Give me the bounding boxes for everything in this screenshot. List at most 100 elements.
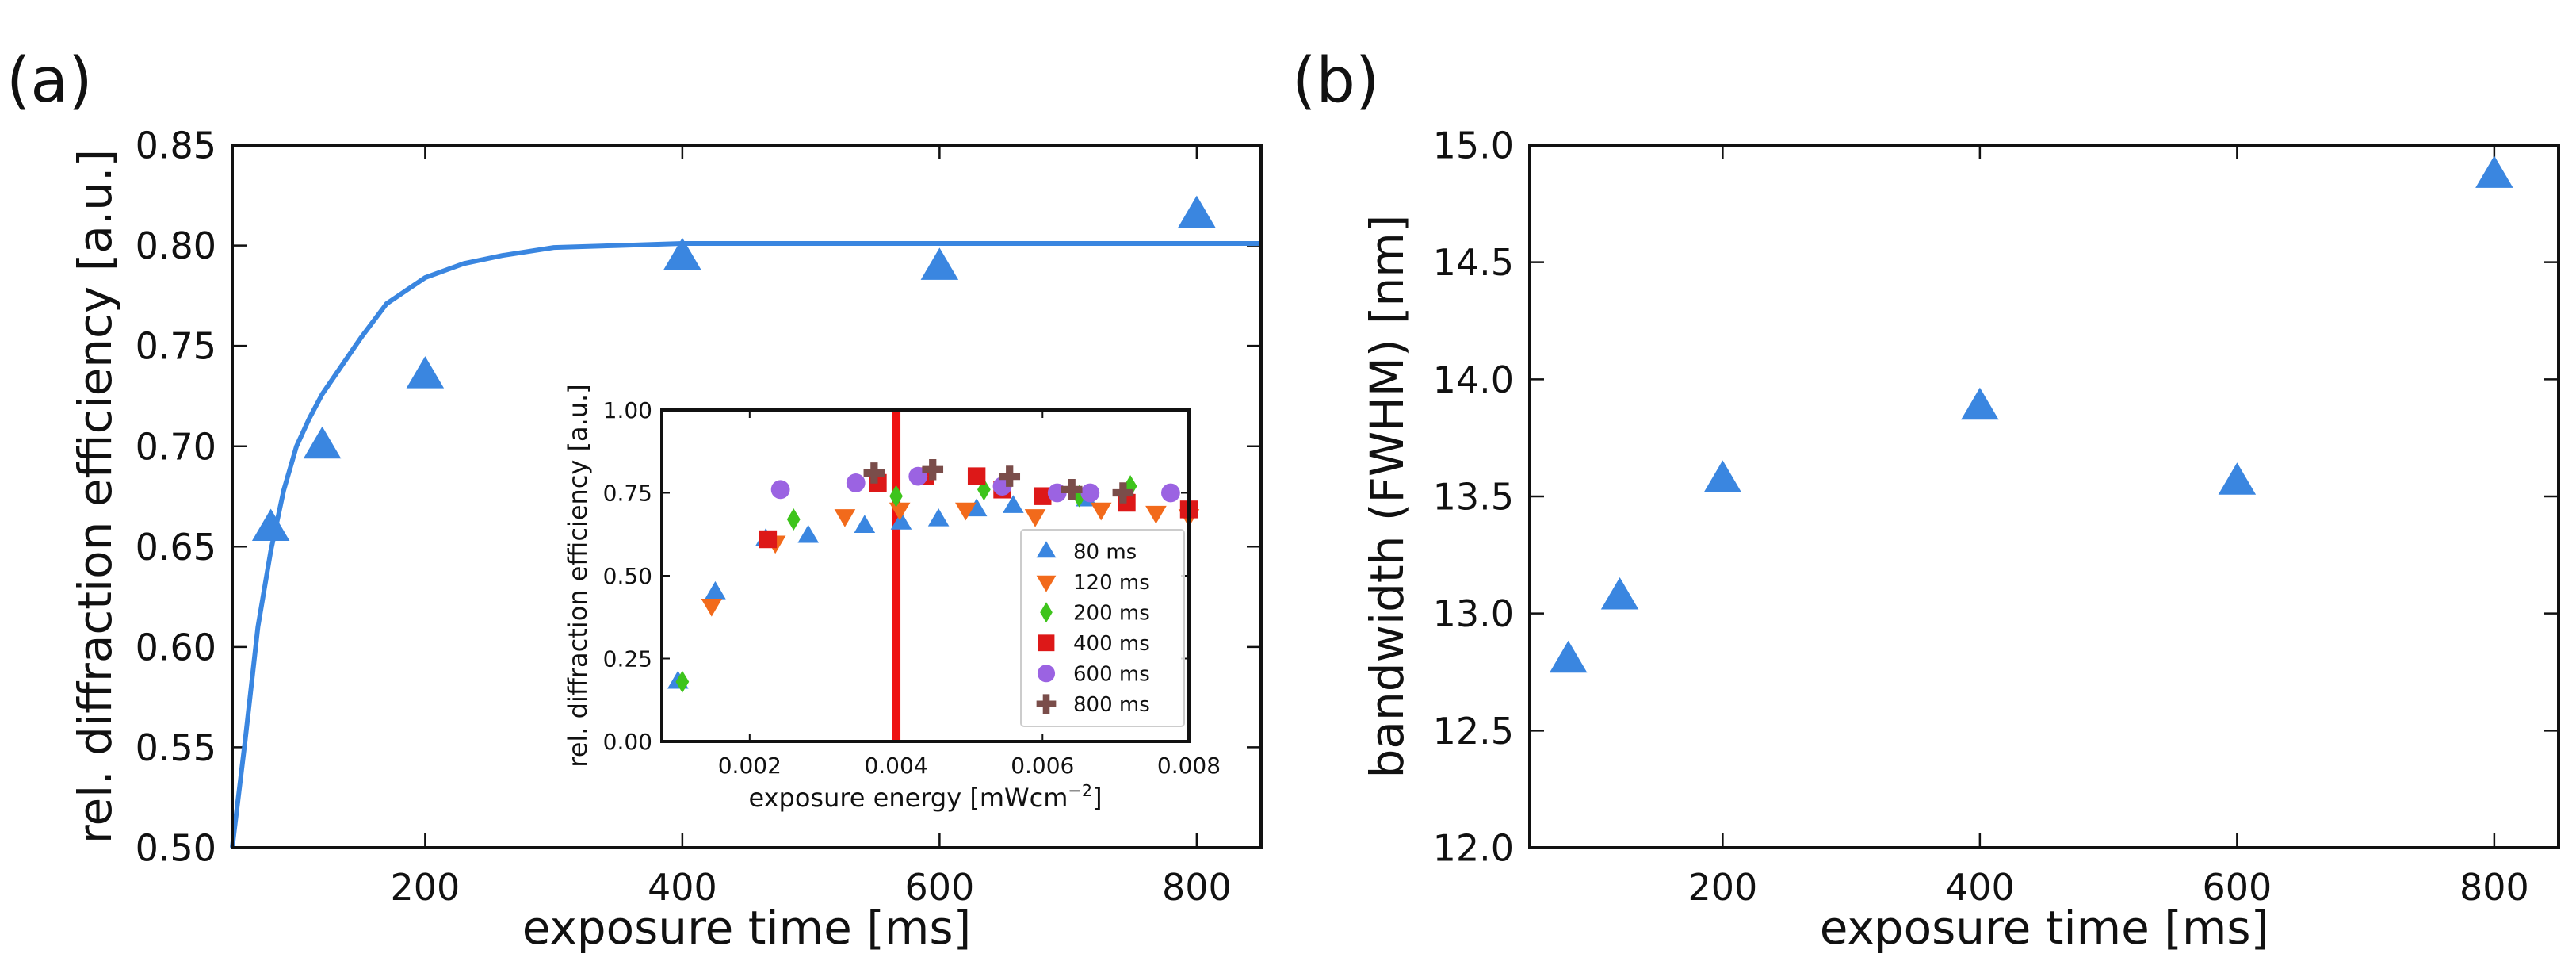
- x-tick-label: 200: [1687, 866, 1757, 909]
- data-point-measured: [303, 426, 342, 459]
- y-axis-label: rel. diffraction efficiency [a.u.]: [563, 384, 593, 767]
- y-tick-label: 15.0: [1433, 124, 1514, 167]
- y-tick-label: 0.75: [136, 325, 216, 368]
- y-tick-label: 0.55: [136, 726, 216, 769]
- y-tick-label: 0.80: [136, 224, 216, 267]
- data-point-800-ms: [922, 458, 944, 481]
- x-tick-label: 600: [904, 866, 974, 909]
- data-point-80-ms: [705, 580, 726, 600]
- legend-label: 120 ms: [1073, 571, 1150, 595]
- data-point-200-ms: [675, 670, 690, 693]
- x-tick-label: 0.004: [864, 753, 927, 779]
- chart-b-bandwidth: 200 400 600 800 12.0 12.5 13.0 13.5 14.0 14.5 15.0…: [1360, 124, 2560, 955]
- data-point-measured: [406, 356, 445, 389]
- data-point-80-ms: [927, 508, 950, 527]
- data-point-120-ms: [701, 598, 723, 617]
- y-tick-label: 13.0: [1433, 592, 1514, 635]
- data-point-bandwidth: [1549, 640, 1588, 673]
- legend-marker: [1036, 694, 1057, 714]
- y-tick-label: 0.00: [603, 729, 652, 755]
- x-axis-label-superscript: −2: [1068, 781, 1092, 800]
- x-axis-label: exposure time [ms]: [522, 901, 971, 955]
- y-tick-label: 0.50: [603, 563, 652, 589]
- y-tick-label: 12.5: [1433, 710, 1514, 753]
- chart-a-exposure-time-efficiency: 200 400 600 800 0.50 0.55 0.60 0.65 0.70 0.75 0.80…: [68, 124, 1263, 955]
- x-tick-label: 0.008: [1157, 753, 1221, 779]
- data-point-bandwidth: [2218, 462, 2257, 495]
- data-point-measured: [920, 247, 959, 280]
- legend-label: 400 ms: [1073, 632, 1150, 656]
- data-point-120-ms: [1145, 505, 1167, 524]
- data-point-400-ms: [967, 467, 986, 485]
- data-point-200-ms: [786, 508, 801, 531]
- x-axis-label: exposure time [ms]: [1820, 901, 2268, 955]
- data-point-800-ms: [999, 465, 1021, 487]
- y-tick-label: 14.5: [1433, 241, 1514, 284]
- y-tick-label: 0.75: [603, 481, 652, 507]
- y-tick-label: 0.85: [136, 124, 216, 167]
- data-point-400-ms: [1034, 487, 1052, 505]
- data-point-measured: [663, 237, 701, 270]
- plot-frame: [1528, 144, 2560, 849]
- legend-marker: [1036, 575, 1057, 592]
- x-tick-label: 400: [648, 866, 717, 909]
- data-point-measured: [251, 508, 290, 542]
- data-point-bandwidth: [2475, 155, 2513, 188]
- legend-label: 80 ms: [1073, 541, 1137, 565]
- data-point-120-ms: [834, 509, 856, 527]
- data-point-120-ms: [1024, 509, 1046, 527]
- x-tick-label: 800: [2459, 866, 2529, 909]
- data-point-bandwidth: [1703, 460, 1742, 492]
- data-point-800-ms: [863, 462, 885, 484]
- data-point-120-ms: [1090, 502, 1112, 521]
- data-point-600-ms: [770, 480, 790, 500]
- legend-marker: [1038, 634, 1055, 652]
- data-point-bandwidth: [1961, 387, 1999, 420]
- x-tick-label: 0.002: [718, 753, 782, 779]
- plot-frame: [660, 408, 1191, 743]
- y-axis-label: rel. diffraction efficiency [a.u.]: [68, 149, 122, 844]
- data-point-120-ms: [889, 502, 911, 521]
- data-point-80-ms: [854, 515, 876, 533]
- panel-b-label: (b): [1292, 45, 1379, 117]
- data-point-80-ms: [797, 524, 820, 543]
- legend-box: [1020, 529, 1185, 727]
- data-point-bandwidth: [1600, 577, 1639, 610]
- y-tick-label: 0.70: [136, 425, 216, 468]
- legend-label: 200 ms: [1073, 602, 1150, 626]
- data-point-120-ms: [954, 502, 977, 521]
- data-point-400-ms: [759, 530, 778, 549]
- data-point-600-ms: [846, 473, 866, 492]
- panel-a-label: (a): [6, 45, 93, 117]
- data-point-200-ms: [889, 485, 903, 508]
- x-tick-label: 800: [1162, 866, 1232, 909]
- x-axis-label-close: ]: [1092, 783, 1102, 813]
- y-tick-label: 0.60: [136, 626, 216, 668]
- data-point-80-ms: [965, 498, 988, 517]
- y-tick-label: 0.25: [603, 646, 652, 672]
- x-tick-label: 0.006: [1011, 753, 1074, 779]
- data-point-800-ms: [1112, 482, 1134, 504]
- data-point-measured: [1178, 195, 1216, 228]
- data-point-600-ms: [1161, 483, 1180, 503]
- y-axis-label: bandwidth (FWHM) [nm]: [1360, 215, 1414, 779]
- y-tick-label: 0.50: [136, 827, 216, 870]
- plot-frame: [231, 144, 1263, 849]
- chart-a-inset-exposure-energy: 0.002 0.004 0.006 0.008 0.00 0.25 0.50 0.75 1.00…: [563, 384, 1221, 813]
- data-point-80-ms: [1003, 495, 1024, 513]
- x-tick-label: 400: [1945, 866, 2015, 909]
- legend-marker: [1036, 541, 1057, 558]
- x-tick-label: 600: [2202, 866, 2272, 909]
- y-tick-label: 1.00: [603, 397, 652, 423]
- legend-marker: [1040, 602, 1053, 623]
- legend-label: 600 ms: [1073, 663, 1150, 687]
- x-tick-label: 200: [390, 866, 460, 909]
- legend-label: 800 ms: [1073, 693, 1150, 717]
- x-axis-label: exposure energy [mWcm−2]: [748, 781, 1102, 813]
- data-point-80-ms: [890, 511, 912, 530]
- legend-marker: [1037, 665, 1056, 683]
- y-tick-label: 12.0: [1433, 827, 1514, 870]
- data-point-800-ms: [1061, 479, 1083, 500]
- data-point-600-ms: [1080, 483, 1100, 503]
